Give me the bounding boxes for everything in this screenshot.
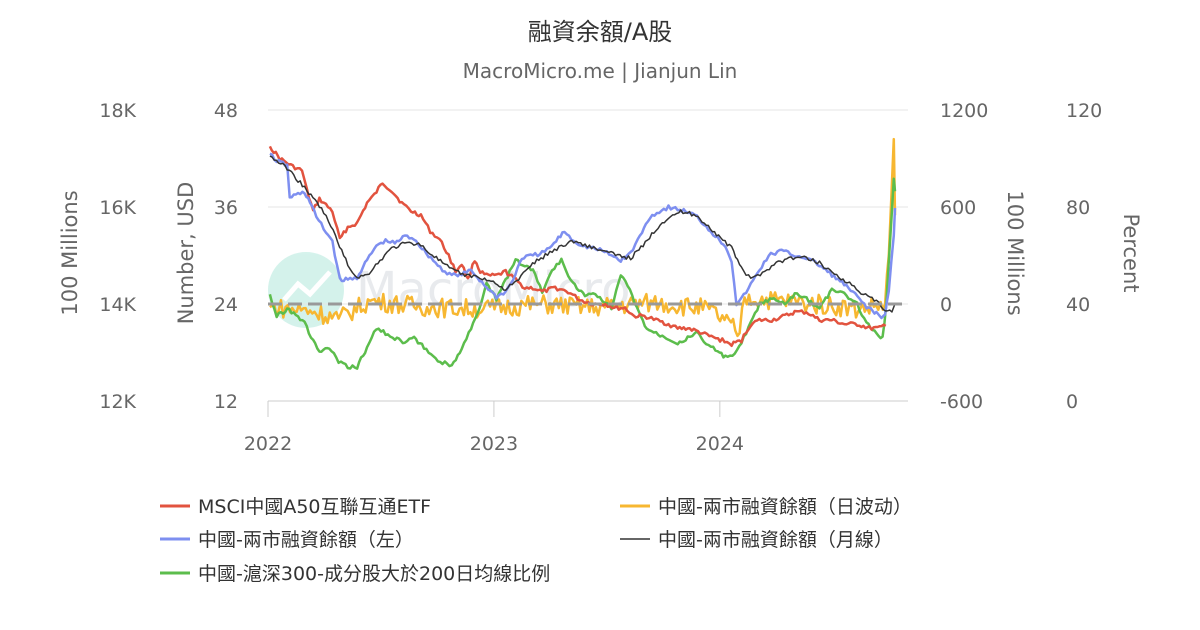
grid	[268, 109, 908, 402]
chart-subtitle: MacroMicro.me | Jianjun Lin	[463, 59, 738, 83]
axis-title-a4: Percent	[1119, 213, 1143, 292]
axis-title-a1: 100 Millions	[58, 190, 82, 315]
axes: 12K 14K 16K 18K 12 24 36 48 -600 0 600 1200 0 40 80 120…	[99, 100, 1102, 455]
watermark-logo-line	[282, 270, 332, 302]
tick-label-a3: 600	[940, 197, 976, 219]
tick-label-a4: 120	[1066, 100, 1102, 122]
tick-label-a4: 80	[1066, 197, 1090, 219]
tick-label-a4: 40	[1066, 294, 1090, 316]
tick-label-a2: 36	[214, 197, 238, 219]
legend-item-margin-daily-change[interactable]: 中國-兩市融資餘額（日波动）	[620, 496, 912, 518]
x-tick-label: 2023	[470, 433, 518, 455]
legend-label: 中國-兩市融資餘額（月線）	[658, 529, 893, 551]
legend: MSCI中國A50互聯互通ETF 中國-兩市融資餘額（左） 中國-滬深300-成…	[160, 496, 912, 585]
x-tick-label: 2024	[696, 433, 744, 455]
tick-label-a2: 24	[214, 294, 238, 316]
x-tick-label: 2022	[244, 433, 292, 455]
legend-label: 中國-兩市融資餘額（日波动）	[658, 496, 912, 518]
tick-label-a2: 48	[214, 100, 238, 122]
series-hs300-above-200dma	[268, 177, 897, 370]
series-margin-balance-monthly	[269, 155, 896, 313]
series-layer	[268, 137, 908, 370]
tick-label-a1: 18K	[99, 100, 136, 122]
legend-item-margin-balance-left[interactable]: 中國-兩市融資餘額（左）	[160, 529, 414, 551]
axis-title-a2: Number, USD	[174, 182, 198, 325]
legend-item-margin-balance-monthly[interactable]: 中國-兩市融資餘額（月線）	[620, 529, 893, 551]
chart-title: 融資余額/A股	[528, 18, 673, 46]
tick-label-a4: 0	[1066, 391, 1078, 413]
tick-label-a2: 12	[214, 391, 238, 413]
tick-label-a1: 12K	[99, 391, 136, 413]
tick-label-a3: 1200	[940, 100, 988, 122]
tick-label-a1: 16K	[99, 197, 136, 219]
legend-item-hs300-above-200dma[interactable]: 中國-滬深300-成分股大於200日均線比例	[160, 563, 550, 585]
legend-label: 中國-滬深300-成分股大於200日均線比例	[198, 563, 550, 585]
series-margin-daily-change	[269, 137, 897, 338]
tick-label-a3: 0	[940, 294, 952, 316]
tick-label-a1: 14K	[99, 294, 136, 316]
series-msci-a50-etf	[268, 145, 887, 348]
axis-title-a3: 100 Millions	[1003, 190, 1027, 315]
tick-label-a3: -600	[940, 391, 983, 413]
legend-label: 中國-兩市融資餘額（左）	[198, 529, 414, 551]
legend-item-msci-a50[interactable]: MSCI中國A50互聯互通ETF	[160, 496, 431, 518]
legend-label: MSCI中國A50互聯互通ETF	[198, 496, 431, 518]
